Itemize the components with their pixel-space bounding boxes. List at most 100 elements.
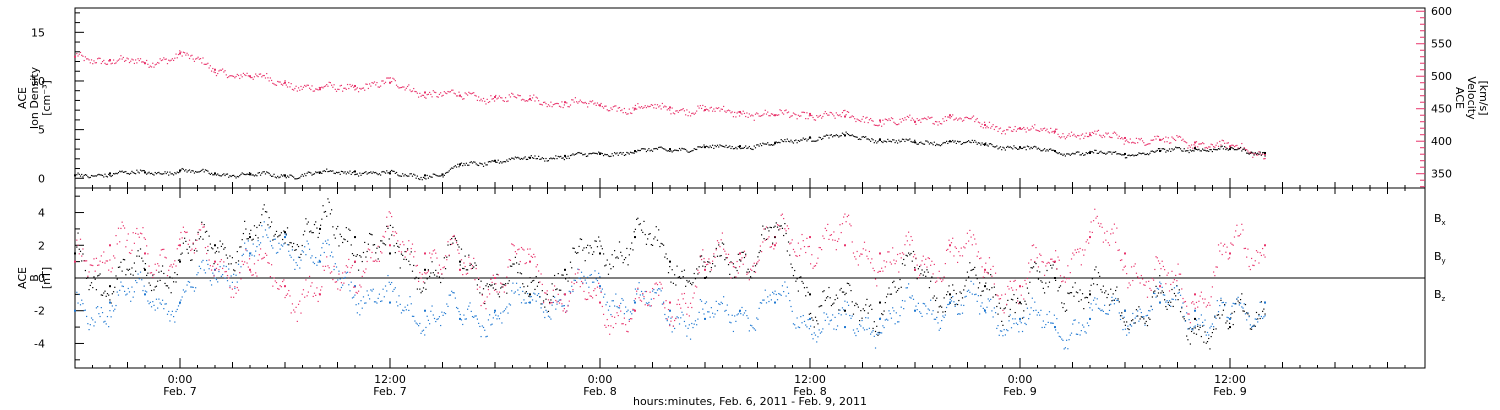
data-dot <box>1221 139 1223 141</box>
data-dot <box>376 260 378 263</box>
data-dot <box>634 150 637 153</box>
data-dot <box>894 286 896 288</box>
data-dot <box>261 172 263 174</box>
data-dot <box>637 288 639 290</box>
data-dot <box>1138 320 1140 322</box>
data-dot <box>381 252 383 254</box>
data-dot <box>846 110 848 113</box>
data-dot <box>636 108 638 110</box>
data-dot <box>934 318 937 320</box>
data-dot <box>632 107 634 109</box>
data-dot <box>542 311 545 313</box>
data-point <box>634 107 636 110</box>
data-dot <box>1124 140 1127 142</box>
data-dot <box>362 251 365 254</box>
data-dot <box>833 302 835 304</box>
data-dot <box>544 160 546 162</box>
data-dot <box>163 57 165 59</box>
data-dot <box>487 286 490 288</box>
data-dot <box>563 104 565 106</box>
data-dot <box>1006 329 1008 331</box>
data-dot <box>798 254 801 257</box>
data-dot <box>231 174 233 177</box>
data-dot <box>469 92 471 94</box>
data-dot <box>1258 315 1260 317</box>
data-dot <box>163 173 165 175</box>
data-dot <box>605 154 607 156</box>
data-dot <box>849 134 851 137</box>
data-dot <box>703 110 705 112</box>
data-dot <box>725 257 727 259</box>
data-dot <box>333 84 335 86</box>
data-dot <box>376 81 378 84</box>
data-dot <box>716 107 719 110</box>
data-dot <box>506 276 508 278</box>
data-dot <box>364 272 366 274</box>
data-dot <box>402 173 404 175</box>
data-dot <box>338 270 340 272</box>
data-dot <box>938 329 940 331</box>
data-dot <box>1028 146 1030 148</box>
data-dot <box>906 287 908 289</box>
data-dot <box>1145 320 1147 323</box>
data-dot <box>217 72 219 75</box>
data-dot <box>602 253 605 255</box>
data-point <box>1054 326 1056 329</box>
data-dot <box>585 282 588 284</box>
data-dot <box>253 263 256 265</box>
data-dot <box>402 241 404 243</box>
data-dot <box>922 118 924 120</box>
data-dot <box>475 163 477 165</box>
top-right-ylabel-line3: [km/s] <box>1477 80 1490 115</box>
data-dot <box>500 97 502 99</box>
data-dot <box>680 307 682 309</box>
data-dot <box>380 300 382 303</box>
data-dot <box>124 259 126 261</box>
data-dot <box>1008 320 1010 322</box>
data-dot <box>382 235 384 237</box>
data-dot <box>112 291 115 293</box>
data-dot <box>462 273 464 276</box>
data-dot <box>186 231 188 233</box>
data-dot <box>438 175 441 177</box>
data-dot <box>1084 249 1086 251</box>
data-dot <box>558 289 561 291</box>
data-dot <box>909 296 911 298</box>
data-dot <box>748 279 750 281</box>
data-dot <box>1031 267 1033 269</box>
data-dot <box>945 294 948 296</box>
data-dot <box>470 263 472 265</box>
data-dot <box>947 291 949 293</box>
data-dot <box>250 252 252 254</box>
data-dot <box>345 227 347 229</box>
data-dot <box>1100 135 1102 137</box>
data-dot <box>386 216 388 218</box>
data-dot <box>877 125 879 127</box>
data-dot <box>812 319 814 321</box>
data-dot <box>971 293 973 295</box>
data-dot <box>709 262 711 264</box>
data-dot <box>632 249 634 251</box>
data-dot <box>328 81 330 83</box>
data-dot <box>409 253 411 255</box>
data-dot <box>602 313 605 315</box>
data-dot <box>828 286 830 289</box>
data-dot <box>161 173 164 175</box>
data-dot <box>1073 153 1075 155</box>
data-dot <box>248 258 251 260</box>
data-dot <box>950 141 953 143</box>
data-dot <box>910 119 912 121</box>
data-dot <box>364 171 366 174</box>
data-dot <box>435 252 437 254</box>
data-dot <box>639 149 641 152</box>
data-dot <box>355 173 357 175</box>
data-dot <box>950 115 953 118</box>
data-point <box>564 293 566 296</box>
data-dot <box>806 112 808 114</box>
data-dot <box>640 148 643 150</box>
data-dot <box>457 244 459 246</box>
data-dot <box>862 308 864 310</box>
data-dot <box>832 136 834 138</box>
data-dot <box>215 74 218 77</box>
data-dot <box>942 142 944 144</box>
